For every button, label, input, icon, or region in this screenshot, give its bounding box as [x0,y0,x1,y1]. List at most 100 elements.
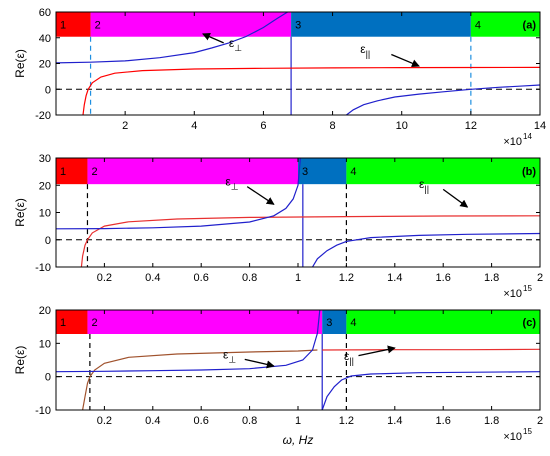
y-axis-label: Re(ε) [13,346,27,375]
region-1-band [56,310,88,334]
annotation-symbol: ε [360,42,366,56]
panel-1: 1 2 3 4 (a)ε⊥ ε||2 4 6 8 10 12 14-200204060Re(ε)×10… [13,7,546,148]
y-axis-label: Re(ε) [13,49,27,78]
series-line-4 [321,371,540,410]
y-tick-label: 30 [39,153,51,165]
panel-3: 1 2 3 4 (c)ε⊥ ε||0.2 0.4 0.6 0.8 1 1.2 1.4 1.6 1.8 2-1… [13,305,543,447]
annotation-subscript: || [349,356,354,366]
annotation-symbol: ε [223,348,229,362]
x-multiplier-exponent: 14 [523,132,532,141]
x-multiplier: ×10 [503,288,522,300]
region-1-band [56,12,91,37]
y-tick-label: -10 [35,262,51,274]
y-tick-label: 40 [39,33,51,45]
series-line-1 [82,349,318,410]
x-tick-label: 1.4 [387,415,402,427]
x-tick-label: 1.6 [436,415,451,427]
annotation-2-arrow [391,53,420,68]
annotation-1-arrow [246,186,275,205]
y-tick-label: 60 [39,7,51,19]
annotation-symbol: ε [344,349,350,363]
x-tick-label: 0.8 [242,415,257,427]
x-tick-label: 1.2 [339,415,354,427]
annotation-subscript: ⊥ [231,181,239,191]
annotation-1-arrow [244,358,275,369]
x-tick-label: 2 [537,272,543,284]
annotation-2-label: ε|| [344,349,354,366]
x-tick-label: 10 [396,120,408,132]
region-3-label: 3 [302,166,308,178]
region-2-label: 2 [91,166,97,178]
region-2-label: 2 [95,19,101,31]
region-3-band [291,12,471,37]
panel-label: (c) [523,317,537,329]
region-3-band [298,158,347,185]
x-multiplier-exponent: 15 [523,284,532,293]
x-tick-label: 0.8 [242,272,257,284]
region-3-band [322,310,347,334]
annotation-symbol: ε [229,36,235,50]
series-group [56,310,540,410]
y-tick-label: 0 [45,84,51,96]
series-group [56,158,540,267]
region-4-band [346,158,540,185]
region-2-band [87,310,323,334]
x-tick-label: 1.8 [484,272,499,284]
annotation-1-label: ε⊥ [225,174,238,191]
region-4-label: 4 [350,166,356,178]
y-tick-label: 20 [39,180,51,192]
annotation-symbol: ε [225,174,231,188]
region-4-label: 4 [475,19,481,31]
annotation-1-label: ε⊥ [223,348,236,365]
panel-label: (b) [522,166,536,178]
annotation-2-label: ε|| [360,42,370,59]
y-tick-label: 20 [39,305,51,317]
x-tick-label: 8 [330,120,336,132]
x-tick-label: 0.6 [194,272,209,284]
series-line-3 [311,232,540,267]
annotation-subscript: || [424,184,429,194]
series-group [56,12,540,115]
series-line-2 [56,12,288,64]
x-tick-label: 12 [465,120,477,132]
region-2-band [87,158,299,185]
panel-2: 1 2 3 4 (b)ε⊥ ε||0.2 0.4 0.6 0.8 1 1.2 1.4 1.6 1.8 2-1… [13,153,543,300]
x-tick-label: 0.4 [145,272,160,284]
series-line-2 [56,158,301,230]
x-tick-label: 2 [537,415,543,427]
region-3-label: 3 [295,19,301,31]
x-tick-label: 1 [295,272,301,284]
annotation-subscript: ⊥ [228,355,236,365]
x-tick-label: 1.2 [339,272,354,284]
x-tick-label: 1.4 [387,272,402,284]
region-3-label: 3 [326,317,332,329]
annotation-2-arrow [442,188,469,208]
annotation-symbol: ε [419,177,425,191]
annotation-2-arrow [358,345,396,357]
region-1-label: 1 [60,166,66,178]
region-4-band [470,12,540,37]
series-line-1 [82,66,540,115]
region-1-label: 1 [60,19,66,31]
region-1-label: 1 [60,317,66,329]
y-tick-label: 10 [39,338,51,350]
x-tick-label: 2 [122,120,128,132]
y-axis-label: Re(ε) [13,198,27,227]
y-tick-label: 10 [39,208,51,220]
x-tick-label: 0.4 [145,415,160,427]
y-tick-label: 0 [45,235,51,247]
annotation-1-label: ε⊥ [229,36,242,53]
x-tick-label: 0.2 [97,272,112,284]
x-axis-label: ω, Hz [283,433,314,447]
region-2-band [90,12,292,37]
annotation-1-arrow [202,33,224,44]
x-tick-label: 0.2 [97,415,112,427]
y-tick-label: 20 [39,59,51,71]
series-line-3 [346,84,540,115]
x-tick-label: 4 [191,120,197,132]
annotation-2-label: ε|| [419,177,429,194]
region-2-label: 2 [91,317,97,329]
x-multiplier: ×10 [503,431,522,443]
region-1-band [56,158,88,185]
